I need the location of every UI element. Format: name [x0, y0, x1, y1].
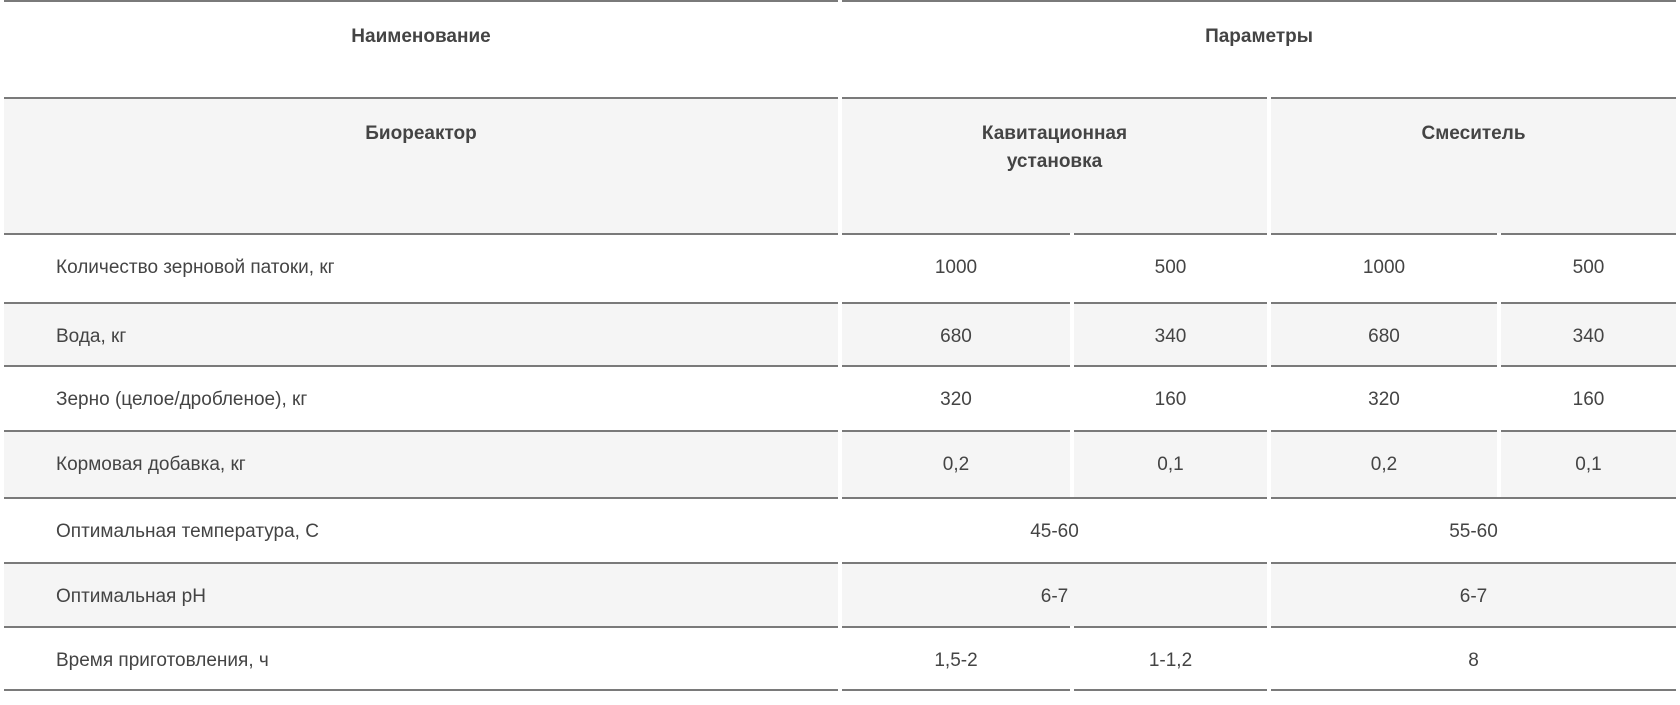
row-label: Вода, кг	[4, 302, 838, 365]
table-row: Зерно (целое/дробленое), кг 320 160 320 …	[4, 365, 1677, 430]
cell-value: 1000	[1271, 233, 1497, 302]
table-row: Время приготовления, ч 1,5-2 1-1,2 8	[4, 626, 1677, 691]
cell-value: 320	[842, 365, 1070, 430]
row-label: Зерно (целое/дробленое), кг	[4, 365, 838, 430]
cell-value: 680	[842, 302, 1070, 365]
row-label: Время приготовления, ч	[4, 626, 838, 691]
cell-value: 500	[1074, 233, 1267, 302]
header-row-equipment: Биореактор Кавитационная установка Смеси…	[4, 97, 1677, 233]
cell-value: 1,5-2	[842, 626, 1070, 691]
row-label: Кормовая добавка, кг	[4, 430, 838, 497]
header-row-main: Наименование Параметры	[4, 0, 1677, 97]
cell-value: 340	[1074, 302, 1267, 365]
header-name: Наименование	[4, 0, 838, 97]
table-row: Количество зерновой патоки, кг 1000 500 …	[4, 233, 1677, 302]
row-label: Оптимальная температура, С	[4, 497, 838, 562]
header-bioreactor: Биореактор	[4, 97, 838, 233]
table-row: Оптимальная температура, С 45-60 55-60	[4, 497, 1677, 562]
cell-value: 0,2	[1271, 430, 1497, 497]
header-parameters: Параметры	[842, 0, 1677, 97]
cell-value: 680	[1271, 302, 1497, 365]
table-row: Вода, кг 680 340 680 340	[4, 302, 1677, 365]
cell-value: 500	[1501, 233, 1677, 302]
cell-value: 160	[1501, 365, 1677, 430]
cell-value-span: 55-60	[1271, 497, 1677, 562]
cell-value: 340	[1501, 302, 1677, 365]
cell-value: 0,1	[1501, 430, 1677, 497]
cell-value-span: 8	[1271, 626, 1677, 691]
cell-value: 1000	[842, 233, 1070, 302]
header-cavitation-unit: Кавитационная установка	[842, 97, 1267, 233]
row-label: Количество зерновой патоки, кг	[4, 233, 838, 302]
table-row: Оптимальная pH 6-7 6-7	[4, 562, 1677, 626]
cell-value: 1-1,2	[1074, 626, 1267, 691]
cell-value-span: 6-7	[842, 562, 1267, 626]
cell-value: 0,1	[1074, 430, 1267, 497]
cell-value-span: 45-60	[842, 497, 1267, 562]
cell-value: 160	[1074, 365, 1267, 430]
cell-value: 0,2	[842, 430, 1070, 497]
row-label: Оптимальная pH	[4, 562, 838, 626]
cell-value: 320	[1271, 365, 1497, 430]
cell-value-span: 6-7	[1271, 562, 1677, 626]
table-row: Кормовая добавка, кг 0,2 0,1 0,2 0,1	[4, 430, 1677, 497]
header-mixer: Смеситель	[1271, 97, 1677, 233]
